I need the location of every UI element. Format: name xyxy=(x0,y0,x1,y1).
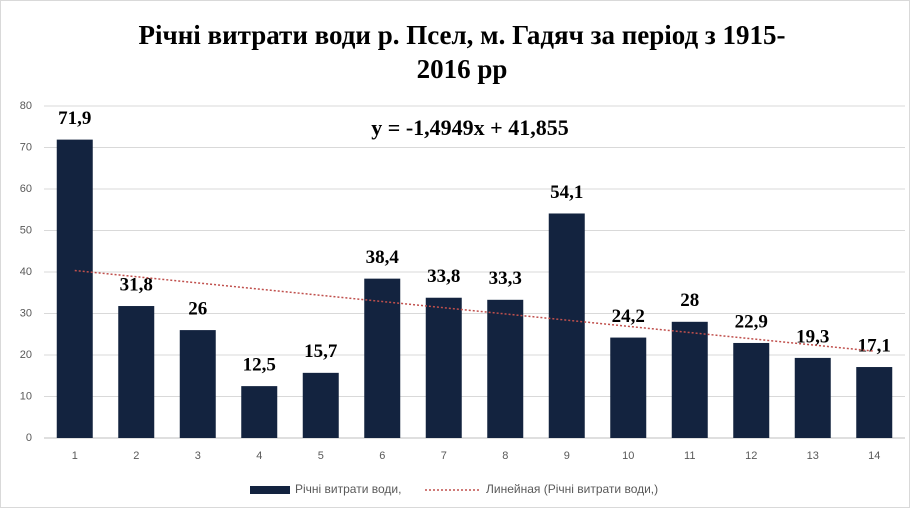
data-label: 24,2 xyxy=(612,306,645,327)
x-tick-label: 12 xyxy=(745,450,757,462)
chart-subtitle: 2016 рр xyxy=(417,54,508,84)
x-tick-label: 10 xyxy=(622,450,634,462)
y-tick-label: 20 xyxy=(20,349,32,361)
bar xyxy=(733,342,770,438)
x-tick-label: 8 xyxy=(502,450,508,462)
x-tick-label: 14 xyxy=(868,450,880,462)
x-tick-label: 6 xyxy=(379,450,385,462)
bar xyxy=(364,278,401,438)
data-label: 15,7 xyxy=(304,341,338,362)
bar xyxy=(425,297,462,438)
bar xyxy=(118,306,155,438)
x-tick-label: 5 xyxy=(318,450,324,462)
y-tick-label: 50 xyxy=(20,224,32,236)
x-tick-label: 7 xyxy=(441,450,447,462)
bar xyxy=(794,357,831,438)
bar xyxy=(610,337,647,438)
y-tick-label: 80 xyxy=(20,100,32,112)
data-label: 28 xyxy=(680,290,699,311)
x-tick-label: 3 xyxy=(195,450,201,462)
data-label: 33,8 xyxy=(427,266,460,287)
y-tick-label: 40 xyxy=(20,266,32,278)
data-label: 38,4 xyxy=(366,247,400,268)
y-tick-label: 70 xyxy=(20,141,32,153)
y-tick-label: 60 xyxy=(20,183,32,195)
x-tick-label: 4 xyxy=(256,450,262,462)
data-label: 71,9 xyxy=(58,108,91,129)
legend-label: Річні витрати води, xyxy=(295,482,401,496)
y-tick-label: 30 xyxy=(20,307,32,319)
bar xyxy=(671,321,708,438)
bar xyxy=(856,367,893,438)
bar xyxy=(56,139,93,439)
data-label: 17,1 xyxy=(858,335,891,356)
x-tick-label: 13 xyxy=(807,450,819,462)
x-tick-label: 11 xyxy=(684,450,695,462)
trendline xyxy=(74,269,875,352)
bar xyxy=(241,386,278,438)
bar xyxy=(179,330,216,438)
data-label: 31,8 xyxy=(120,274,153,295)
data-label: 19,3 xyxy=(796,326,829,347)
legend-label: Линейная (Річні витрати води,) xyxy=(486,482,658,496)
chart-title: Річні витрати води р. Псел, м. Гадяч за … xyxy=(138,20,785,50)
trend-equation: y = -1,4949x + 41,855 xyxy=(371,115,568,140)
y-tick-label: 0 xyxy=(26,432,32,444)
data-label: 54,1 xyxy=(550,182,583,203)
bar xyxy=(302,372,339,438)
bar xyxy=(487,299,524,438)
y-tick-label: 10 xyxy=(20,390,32,402)
data-label: 33,3 xyxy=(489,268,522,289)
data-label: 26 xyxy=(188,298,207,319)
x-tick-label: 2 xyxy=(133,450,139,462)
data-label: 22,9 xyxy=(735,311,768,332)
data-label: 12,5 xyxy=(243,354,276,375)
x-tick-label: 1 xyxy=(72,450,78,462)
x-tick-label: 9 xyxy=(564,450,570,462)
legend-swatch xyxy=(250,486,290,494)
bar xyxy=(548,213,585,438)
